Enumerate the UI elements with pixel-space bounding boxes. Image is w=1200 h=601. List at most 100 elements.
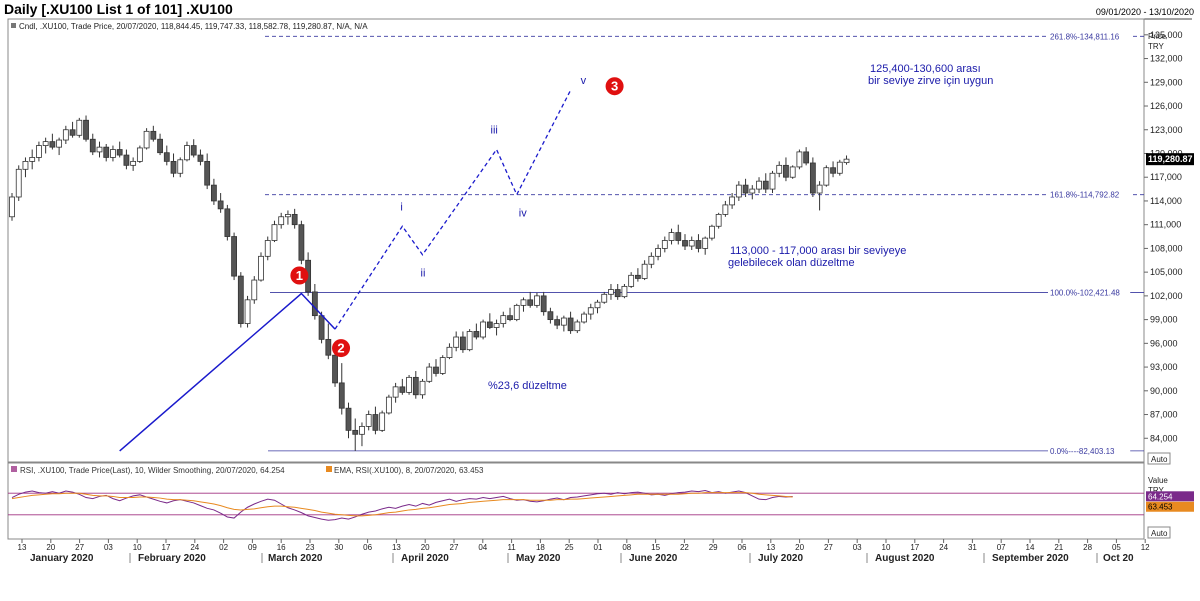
month-label: April 2020 — [401, 553, 449, 564]
candle-body — [392, 386, 399, 398]
month-label: June 2020 — [629, 553, 678, 564]
fib-level-label: 161.8%-114,792.82 — [1050, 191, 1120, 200]
fib-level-label-bg — [1048, 444, 1131, 456]
candle-body — [76, 119, 83, 136]
candle-body — [291, 213, 298, 226]
annotation-text: gelebilecek olan düzeltme — [728, 257, 855, 269]
candle-body — [345, 407, 352, 431]
annotation-text: %23,6 düzeltme — [488, 380, 567, 392]
candle-body — [695, 240, 702, 249]
candle-body — [217, 200, 224, 210]
candle-body — [803, 151, 810, 164]
candle-body — [22, 160, 29, 170]
y-tick-label: 117,000 — [1150, 172, 1182, 182]
y-tick-label: 84,000 — [1150, 433, 1178, 443]
y-tick-label: 123,000 — [1150, 125, 1183, 135]
candle-body — [385, 396, 392, 414]
rsi-legend: RSI, .XU100, Trade Price(Last), 10, Wild… — [20, 466, 285, 475]
candle-body — [749, 188, 756, 194]
x-tick-label: 27 — [824, 543, 833, 552]
candle-body — [682, 240, 688, 247]
y-tick-label: 90,000 — [1150, 386, 1178, 396]
candle-body — [715, 213, 722, 227]
candle-body — [446, 346, 453, 358]
candle-body — [83, 119, 89, 140]
candle-body — [412, 376, 419, 396]
month-label: July 2020 — [758, 553, 803, 564]
candle-body — [15, 168, 22, 198]
price-auto-button[interactable] — [1147, 452, 1171, 465]
wave-label-ii: ii — [421, 268, 426, 280]
ema-legend: EMA, RSI(.XU100), 8, 20/07/2020, 63.453 — [334, 466, 484, 475]
marker-circle-1 — [290, 266, 309, 285]
wave-solid-line — [119, 292, 336, 452]
candle-body — [500, 315, 507, 324]
chart-title: Daily [.XU100 List 1 of 101] .XU100 — [4, 1, 233, 17]
candle-body — [204, 160, 211, 186]
annotation-text: 113,000 - 117,000 arası bir seviyeye — [730, 245, 906, 257]
x-tick-label: 13 — [392, 543, 401, 552]
candle-body — [547, 311, 554, 321]
rsi-icon — [11, 466, 17, 472]
candle-body — [661, 240, 668, 249]
candle-body — [486, 321, 493, 328]
candle-body — [298, 224, 305, 261]
ema-line — [11, 492, 793, 517]
candle-body — [574, 321, 581, 332]
candle-body — [702, 237, 709, 249]
candle-body — [89, 138, 96, 153]
x-tick-label: 06 — [738, 543, 747, 552]
month-label: January 2020 — [30, 553, 94, 564]
x-tick-label: 11 — [507, 543, 516, 552]
candle-body — [318, 315, 325, 340]
candle-body — [419, 380, 426, 396]
candle-body — [722, 204, 729, 215]
candle-body — [776, 164, 783, 174]
candle-body — [480, 321, 487, 338]
month-label: September 2020 — [992, 553, 1069, 564]
month-label: May 2020 — [516, 553, 561, 564]
y-tick-label: 105,000 — [1150, 267, 1183, 277]
candle-body — [379, 412, 386, 431]
candle-body — [688, 240, 695, 247]
rsi-auto-label: Auto — [1151, 529, 1168, 538]
candle-body — [655, 248, 661, 257]
candle-body — [278, 216, 285, 226]
candle-body — [520, 299, 527, 306]
x-tick-label: 06 — [363, 543, 372, 552]
candle-body — [264, 240, 271, 257]
fib-level-label-bg — [1048, 188, 1131, 200]
month-label: Oct 20 — [1103, 553, 1134, 564]
candle-body — [830, 167, 836, 174]
last-price-value: 119,280.87 — [1148, 154, 1193, 164]
candle-body — [231, 236, 237, 277]
annotation-text: 125,400-130,600 arası — [870, 63, 981, 75]
marker-circle-3 — [605, 77, 624, 96]
candle-body — [675, 232, 682, 241]
x-tick-label: 24 — [190, 543, 199, 552]
candle-body — [56, 139, 63, 148]
candle-body — [237, 275, 244, 324]
candle-body — [453, 336, 460, 348]
candle-body — [439, 357, 446, 374]
candle-body — [729, 196, 736, 206]
x-tick-label: 10 — [882, 543, 891, 552]
fib-level-label: 0.0%----82,403.13 — [1050, 447, 1115, 456]
wave-label-i: i — [400, 201, 402, 213]
fib-level-label-bg — [1048, 30, 1131, 42]
candle-body — [836, 161, 843, 174]
candle-body — [648, 255, 655, 265]
ema-icon — [326, 466, 332, 472]
candle-body — [258, 255, 264, 281]
candle-body — [136, 147, 143, 162]
x-tick-label: 24 — [939, 543, 948, 552]
candle-body — [614, 289, 621, 298]
candle-body — [311, 291, 318, 317]
x-tick-label: 20 — [795, 543, 804, 552]
x-tick-label: 22 — [680, 543, 689, 552]
candle-body — [641, 263, 648, 279]
candle-body — [29, 157, 36, 162]
candle-body — [783, 164, 789, 178]
rsi-auto-button[interactable] — [1147, 526, 1171, 539]
